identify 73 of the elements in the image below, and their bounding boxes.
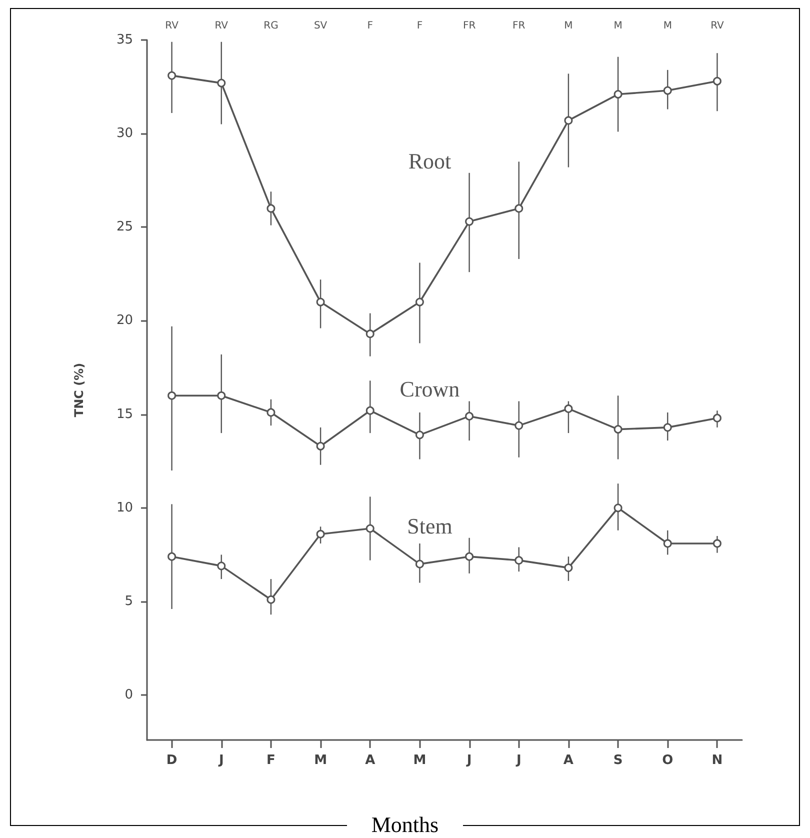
point [663,86,672,95]
point [316,442,325,450]
point [564,116,573,125]
x-tick-label: M [314,753,328,768]
point [168,552,176,561]
y-tick-label: 30 [116,126,133,142]
text: M [614,20,622,32]
point [614,425,622,434]
point [564,404,573,413]
point [366,406,374,415]
x-tick-label: M [413,753,426,768]
point [663,423,672,432]
point [712,414,722,422]
series-label: Stem [407,513,452,538]
point [514,204,524,213]
point [564,564,573,572]
point [266,408,276,417]
point [663,539,672,548]
point [316,530,325,538]
text: RG [264,20,278,32]
y-tick-label: 20 [116,313,133,328]
text: SV [314,20,328,32]
point [266,204,276,213]
point [266,595,276,604]
y-tick-label: 25 [116,220,133,235]
point [514,556,524,565]
point [217,562,226,570]
x-axis-title: Months [347,812,463,837]
point [316,298,325,306]
y-tick-label: 10 [116,500,133,516]
y-tick-label: 5 [124,594,133,609]
point [465,412,474,420]
text: FR [462,20,476,32]
point [614,90,622,99]
text: F [416,20,423,32]
point [712,539,722,548]
point [415,298,424,306]
point [712,76,722,86]
point [514,421,524,430]
point [168,71,176,80]
point [415,560,424,568]
x-tick-label: A [365,753,376,768]
text: F [367,20,374,32]
x-tick-label: J [218,753,224,768]
point [366,524,374,533]
x-tick-label: D [166,753,178,768]
text: RV [214,20,228,32]
text: RV [710,20,724,32]
text: M [663,20,672,32]
point [465,552,474,561]
text: RV [165,20,179,32]
x-tick-label: A [563,753,574,768]
y-axis-title: TNC (%) [72,362,86,418]
y-tick-label: 35 [116,32,133,48]
series-label: Crown [400,376,460,402]
x-tick-label: N [712,753,723,768]
text: FR [512,20,526,32]
x-tick-label: F [266,753,276,768]
y-tick-label: 0 [124,688,133,703]
point [415,430,424,440]
x-tick-label: S [613,753,623,768]
text: M [564,20,573,32]
point [217,391,226,400]
x-tick-label: J [466,753,472,768]
point [614,504,622,512]
point [366,330,374,338]
point [465,217,474,226]
y-tick-label: 15 [116,406,133,422]
x-tick-label: O [662,753,674,768]
x-tick-label: J [515,753,522,768]
text: Root [408,148,452,174]
point [168,391,176,400]
point [217,78,226,88]
